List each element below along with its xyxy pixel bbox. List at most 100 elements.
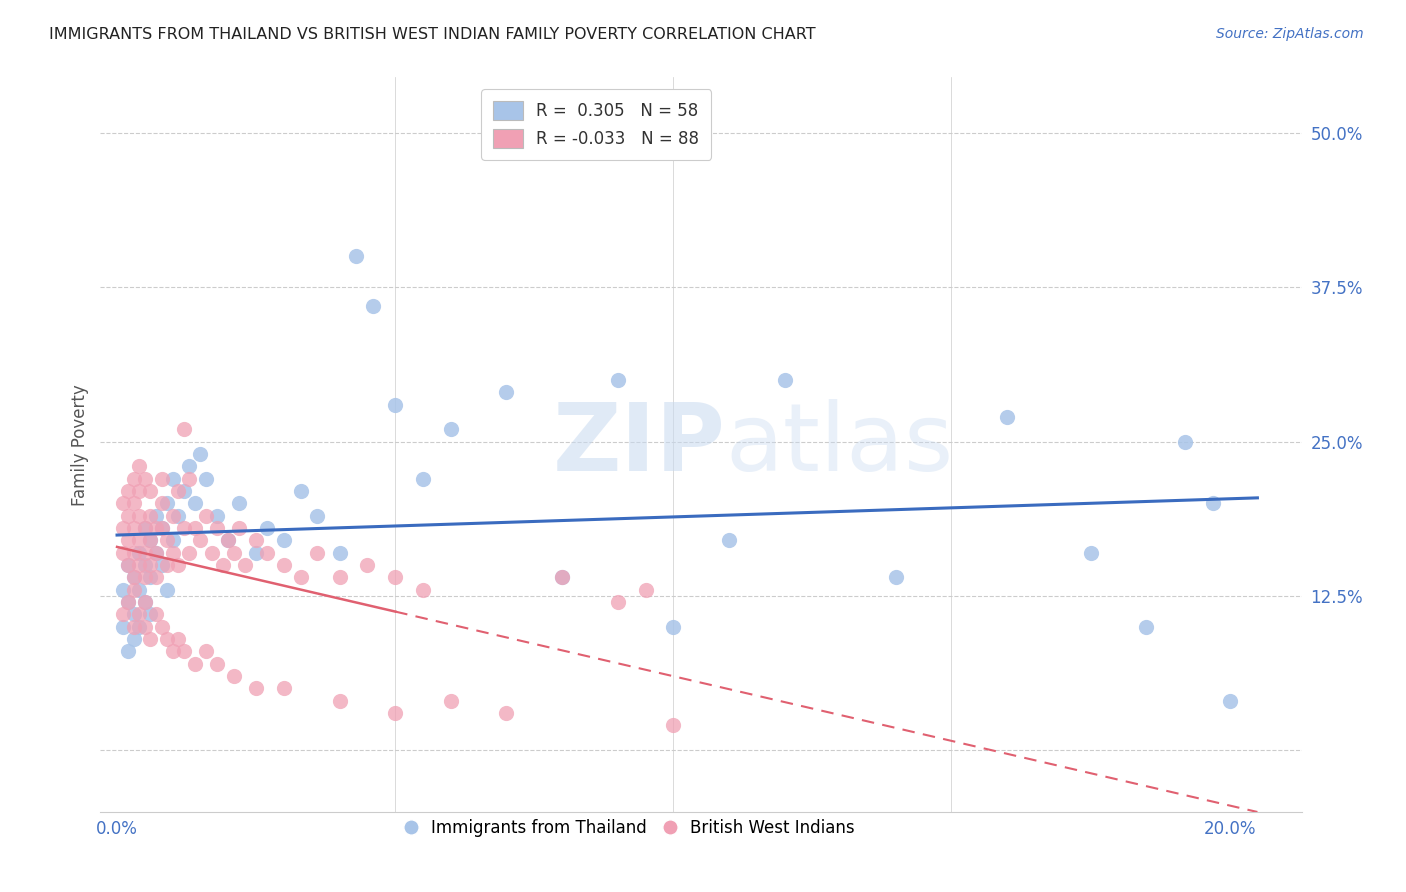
- Point: [128, 533, 150, 548]
- Point: [139, 533, 162, 548]
- Point: [551, 570, 574, 584]
- Point: [150, 521, 173, 535]
- Point: [245, 533, 267, 548]
- Point: [179, 459, 201, 474]
- Point: [195, 644, 218, 658]
- Point: [145, 546, 167, 560]
- Point: [634, 582, 657, 597]
- Point: [184, 657, 207, 671]
- Point: [145, 607, 167, 622]
- Point: [128, 483, 150, 498]
- Point: [217, 533, 239, 548]
- Point: [162, 508, 184, 523]
- Point: [222, 669, 245, 683]
- Point: [329, 570, 352, 584]
- Point: [245, 546, 267, 560]
- Text: atlas: atlas: [725, 399, 953, 491]
- Point: [195, 472, 218, 486]
- Point: [384, 706, 406, 720]
- Point: [156, 496, 179, 510]
- Point: [111, 496, 134, 510]
- Point: [122, 570, 145, 584]
- Point: [773, 373, 796, 387]
- Point: [184, 496, 207, 510]
- Point: [162, 546, 184, 560]
- Point: [256, 546, 278, 560]
- Point: [128, 582, 150, 597]
- Point: [128, 546, 150, 560]
- Point: [145, 570, 167, 584]
- Point: [384, 570, 406, 584]
- Point: [162, 533, 184, 548]
- Point: [150, 472, 173, 486]
- Point: [222, 546, 245, 560]
- Point: [122, 620, 145, 634]
- Point: [111, 607, 134, 622]
- Point: [117, 644, 139, 658]
- Point: [1135, 620, 1157, 634]
- Point: [440, 694, 463, 708]
- Point: [156, 533, 179, 548]
- Point: [128, 558, 150, 572]
- Point: [662, 718, 685, 732]
- Point: [139, 558, 162, 572]
- Point: [1174, 434, 1197, 449]
- Point: [150, 521, 173, 535]
- Point: [329, 694, 352, 708]
- Point: [117, 483, 139, 498]
- Point: [167, 508, 190, 523]
- Point: [290, 570, 312, 584]
- Point: [134, 521, 156, 535]
- Point: [495, 706, 517, 720]
- Point: [290, 483, 312, 498]
- Point: [205, 508, 228, 523]
- Point: [1219, 694, 1241, 708]
- Point: [884, 570, 907, 584]
- Y-axis label: Family Poverty: Family Poverty: [72, 384, 89, 506]
- Point: [122, 496, 145, 510]
- Text: ZIP: ZIP: [553, 399, 725, 491]
- Point: [117, 508, 139, 523]
- Point: [128, 459, 150, 474]
- Point: [179, 472, 201, 486]
- Point: [117, 558, 139, 572]
- Text: IMMIGRANTS FROM THAILAND VS BRITISH WEST INDIAN FAMILY POVERTY CORRELATION CHART: IMMIGRANTS FROM THAILAND VS BRITISH WEST…: [49, 27, 815, 42]
- Point: [145, 546, 167, 560]
- Point: [122, 607, 145, 622]
- Point: [228, 496, 250, 510]
- Text: Source: ZipAtlas.com: Source: ZipAtlas.com: [1216, 27, 1364, 41]
- Point: [128, 620, 150, 634]
- Point: [1080, 546, 1102, 560]
- Point: [495, 385, 517, 400]
- Point: [205, 657, 228, 671]
- Point: [440, 422, 463, 436]
- Point: [134, 521, 156, 535]
- Point: [184, 521, 207, 535]
- Point: [122, 570, 145, 584]
- Point: [190, 533, 212, 548]
- Point: [156, 558, 179, 572]
- Point: [717, 533, 740, 548]
- Point: [167, 632, 190, 646]
- Point: [167, 558, 190, 572]
- Point: [245, 681, 267, 696]
- Point: [173, 521, 195, 535]
- Point: [167, 483, 190, 498]
- Point: [150, 558, 173, 572]
- Point: [128, 607, 150, 622]
- Point: [307, 546, 329, 560]
- Point: [228, 521, 250, 535]
- Point: [134, 570, 156, 584]
- Point: [190, 447, 212, 461]
- Point: [179, 546, 201, 560]
- Point: [145, 521, 167, 535]
- Point: [273, 558, 295, 572]
- Point: [162, 472, 184, 486]
- Point: [995, 409, 1018, 424]
- Point: [662, 620, 685, 634]
- Point: [329, 546, 352, 560]
- Point: [139, 508, 162, 523]
- Point: [150, 496, 173, 510]
- Point: [122, 472, 145, 486]
- Point: [217, 533, 239, 548]
